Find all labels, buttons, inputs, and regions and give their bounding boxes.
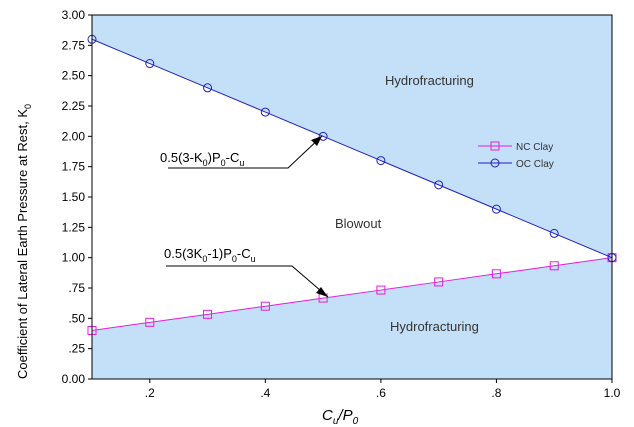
y-tick-label-1: .25: [68, 342, 85, 356]
blowout-region: [92, 39, 612, 331]
point-nc-1: [145, 317, 155, 327]
x-axis-label: Cu/P0: [322, 407, 359, 427]
annotation-upper-arrowhead: [311, 136, 322, 146]
y-tick-label-10: 2.50: [62, 69, 86, 83]
annotation-upper: 0.5(3-K0)P0-Cu: [160, 135, 323, 169]
annotation-upper-text: 0.5(3-K0)P0-Cu: [160, 150, 244, 168]
y-tick-label-9: 2.25: [62, 99, 86, 113]
y-tick-label-5: 1.25: [62, 220, 86, 234]
annotation-lower: 0.5(3K0-1)P0-Cu: [164, 246, 329, 298]
y-tick-label-6: 1.50: [62, 190, 86, 204]
legend-nc-marker: [490, 141, 500, 151]
x-tick-label-1: .4: [260, 386, 270, 400]
y-tick-label-7: 1.75: [62, 160, 86, 174]
point-nc-8: [549, 261, 559, 271]
legend-oc-label: OC Clay: [516, 159, 554, 170]
x-tick-label-0: .2: [145, 386, 155, 400]
series-line-oc: [91, 38, 613, 259]
data-marks: [87, 34, 617, 335]
y-axis-label: Coefficient of Lateral Earth Pressure at…: [15, 104, 33, 379]
x-tick-label-4: 1.0: [604, 386, 621, 400]
annotation-lower-arrowhead: [316, 287, 328, 297]
point-nc-6: [434, 277, 444, 287]
axes: 0.00 .25 .50 .75 1.00 1.25 1.50 1.75 2.00 2.25 2.5…: [62, 8, 621, 400]
y-tick-label-2: .50: [68, 311, 85, 325]
annotation-lower-text: 0.5(3K0-1)P0-Cu: [164, 246, 256, 264]
y-tick-label-3: .75: [68, 281, 85, 295]
annotation-upper-leader: [168, 135, 323, 169]
legend: NC Clay OC Clay: [478, 141, 554, 170]
point-oc-2: [203, 83, 213, 93]
region-label-bottom: Hydrofracturing: [390, 319, 479, 334]
series-line-nc: [91, 257, 613, 331]
region-label-top: Hydrofracturing: [385, 73, 474, 88]
point-oc-8: [549, 228, 559, 238]
y-tick-label-8: 2.00: [62, 129, 86, 143]
point-oc-7: [491, 204, 501, 214]
region-label-middle: Blowout: [335, 216, 382, 231]
y-tick-label-11: 2.75: [62, 38, 86, 52]
point-oc-1: [145, 59, 155, 69]
plot-area: [92, 15, 612, 379]
point-nc-5: [376, 285, 386, 295]
x-tick-label-2: .6: [376, 386, 386, 400]
point-nc-2: [203, 309, 213, 319]
annotation-lower-leader: [166, 265, 329, 298]
y-tick-label-12: 3.00: [62, 8, 86, 22]
legend-oc-marker: [490, 158, 500, 168]
x-tick-label-3: .8: [491, 386, 501, 400]
point-oc-4: [318, 131, 328, 141]
point-nc-3: [260, 301, 270, 311]
point-oc-3: [260, 107, 270, 117]
point-nc-7: [491, 269, 501, 279]
region-labels: Hydrofracturing Blowout Hydrofracturing: [335, 73, 479, 334]
y-tick-label-0: 0.00: [62, 372, 86, 386]
y-tick-label-4: 1.00: [62, 251, 86, 265]
legend-nc-label: NC Clay: [516, 142, 553, 153]
point-oc-5: [376, 156, 386, 166]
point-oc-6: [434, 180, 444, 190]
